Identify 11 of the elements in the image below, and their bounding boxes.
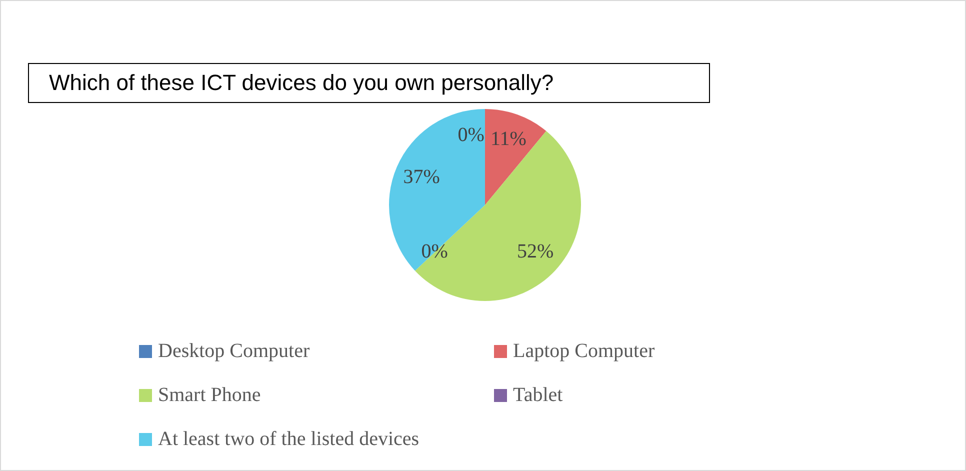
legend-label: Smart Phone (158, 384, 261, 406)
legend-label: Desktop Computer (158, 340, 310, 362)
data-label: 11% (490, 128, 526, 150)
chart-title: Which of these ICT devices do you own personally? (28, 63, 710, 103)
text: 0% (421, 240, 448, 263)
legend-label: At least two of the listed devices (158, 428, 420, 450)
legend-label: Tablet (513, 384, 563, 406)
legend-label: Laptop Computer (513, 340, 655, 362)
text: 0% (458, 124, 484, 146)
data-label: 37% (403, 166, 440, 188)
data-label: 52% (517, 240, 554, 263)
